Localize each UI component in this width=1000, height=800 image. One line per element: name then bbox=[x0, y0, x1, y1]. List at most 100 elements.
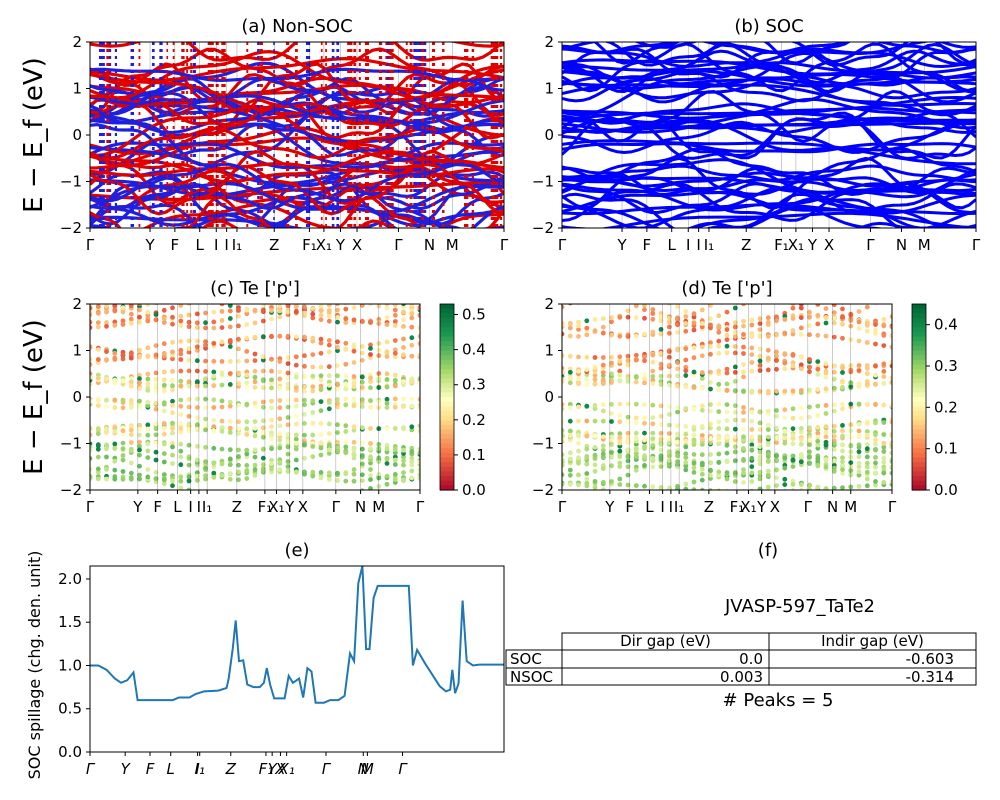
data-point bbox=[96, 500, 101, 505]
data-point bbox=[351, 427, 357, 433]
data-point bbox=[658, 457, 664, 462]
data-point bbox=[831, 369, 837, 375]
data-point bbox=[675, 322, 680, 328]
y-tick-label-d-1: 1 bbox=[544, 342, 554, 360]
x-tick-label-e-3: L bbox=[167, 760, 175, 778]
x-tick-label-e-13: M bbox=[361, 760, 374, 778]
data-point bbox=[95, 347, 101, 352]
x-tick-label-d-14: M bbox=[844, 498, 857, 516]
data-point bbox=[708, 408, 713, 414]
data-point bbox=[384, 377, 390, 382]
data-point bbox=[376, 298, 381, 303]
data-point bbox=[765, 427, 771, 432]
data-point bbox=[567, 418, 573, 424]
x-tick-label-e-10: X₁ bbox=[278, 760, 295, 778]
data-point bbox=[666, 449, 672, 454]
data-point bbox=[302, 388, 307, 394]
data-point bbox=[186, 368, 192, 374]
x-tick-label-c-15: Γ bbox=[416, 498, 425, 516]
band-line bbox=[90, 151, 504, 184]
data-point bbox=[856, 381, 862, 387]
data-point bbox=[128, 320, 134, 326]
data-point bbox=[260, 399, 266, 405]
data-point bbox=[567, 366, 573, 372]
colorbar-segment bbox=[440, 420, 454, 426]
data-point bbox=[277, 369, 283, 375]
data-point bbox=[277, 385, 283, 391]
data-point bbox=[633, 445, 639, 451]
data-point bbox=[401, 317, 406, 323]
data-point bbox=[244, 401, 250, 407]
data-point bbox=[724, 459, 730, 465]
data-point bbox=[170, 378, 175, 383]
data-point bbox=[285, 304, 291, 309]
data-point bbox=[790, 457, 796, 463]
data-point bbox=[385, 498, 390, 503]
data-point bbox=[187, 288, 192, 293]
data-point bbox=[112, 397, 118, 403]
data-point bbox=[343, 361, 349, 367]
data-point bbox=[260, 357, 266, 363]
data-point bbox=[741, 492, 746, 497]
colorbar-segment bbox=[440, 304, 454, 310]
data-point bbox=[145, 353, 151, 359]
data-point bbox=[567, 376, 573, 382]
data-point bbox=[194, 320, 200, 326]
data-point bbox=[625, 362, 631, 368]
data-point bbox=[178, 429, 184, 435]
data-point bbox=[178, 339, 184, 344]
data-point bbox=[782, 294, 787, 299]
data-point bbox=[840, 365, 845, 371]
data-point bbox=[774, 314, 779, 320]
data-point bbox=[716, 409, 722, 414]
data-point bbox=[95, 320, 101, 325]
data-point bbox=[244, 451, 250, 457]
data-point bbox=[840, 321, 845, 327]
data-point bbox=[203, 320, 208, 326]
data-point bbox=[675, 373, 680, 379]
data-point bbox=[864, 320, 870, 326]
data-point bbox=[194, 338, 200, 344]
data-point bbox=[716, 313, 722, 319]
data-point bbox=[675, 409, 680, 415]
data-point bbox=[864, 401, 870, 407]
data-point bbox=[203, 476, 208, 482]
colorbar-tick-label-c-3: 0.3 bbox=[462, 376, 486, 394]
data-point bbox=[609, 450, 614, 455]
data-point bbox=[732, 470, 738, 476]
y-tick-label-b-3: −1 bbox=[532, 173, 554, 191]
data-point bbox=[732, 426, 738, 432]
colorbar-segment bbox=[440, 373, 454, 379]
data-point bbox=[104, 466, 109, 472]
colorbar-segment bbox=[912, 387, 926, 393]
colorbar-segment bbox=[440, 322, 454, 328]
data-point bbox=[310, 420, 316, 426]
data-point bbox=[211, 397, 217, 403]
data-point bbox=[757, 476, 763, 482]
data-point bbox=[178, 351, 184, 357]
data-point bbox=[840, 423, 845, 428]
data-point bbox=[319, 499, 324, 504]
data-point bbox=[128, 405, 134, 410]
data-point bbox=[831, 408, 837, 414]
data-point bbox=[774, 413, 779, 419]
data-point bbox=[95, 446, 101, 452]
data-point bbox=[326, 470, 332, 476]
data-point bbox=[856, 338, 862, 344]
colorbar-tick-label-c-2: 0.2 bbox=[462, 411, 486, 429]
data-point bbox=[601, 288, 606, 293]
data-point bbox=[145, 455, 151, 460]
x-tick-label-c-6: I₁ bbox=[202, 498, 212, 516]
data-point bbox=[252, 320, 258, 326]
data-point bbox=[211, 341, 217, 346]
data-point bbox=[409, 335, 415, 341]
data-point bbox=[153, 421, 159, 427]
data-point bbox=[302, 285, 307, 290]
data-point bbox=[600, 487, 606, 490]
data-point bbox=[724, 450, 730, 456]
data-point bbox=[186, 474, 192, 480]
data-point bbox=[815, 430, 821, 436]
data-point bbox=[219, 446, 225, 452]
data-point bbox=[765, 389, 771, 394]
data-point bbox=[219, 425, 225, 430]
